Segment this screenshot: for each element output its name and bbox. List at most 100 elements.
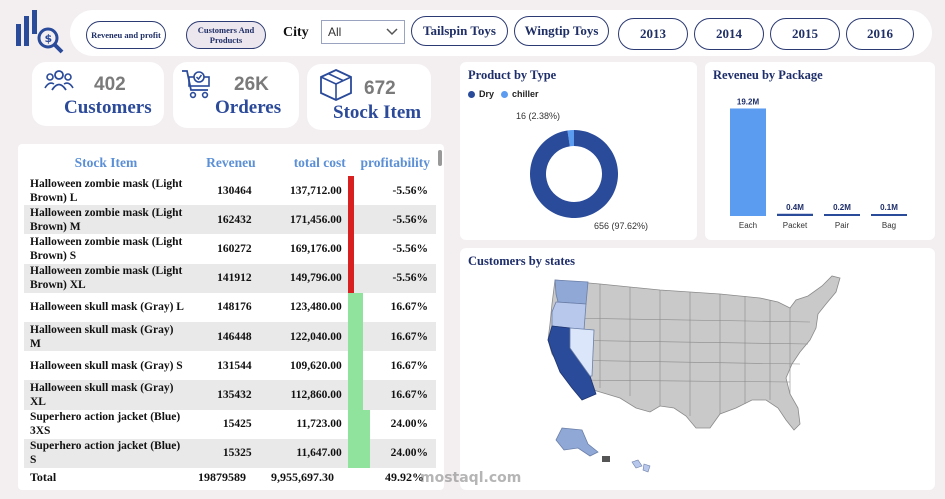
profit-bar-negative <box>347 263 354 293</box>
logo-chart-icon: $ <box>14 8 64 54</box>
table-row[interactable]: Halloween zombie mask (Light Brown) L 130… <box>24 176 436 206</box>
table-total-row: Total 19879589 9,955,697.30 49.92% <box>24 467 436 487</box>
cell-stock-item: Halloween zombie mask (Light Brown) XL <box>24 263 188 293</box>
tailspin-toys-button[interactable]: Tailspin Toys <box>411 16 508 46</box>
table-row[interactable]: Superhero action jacket (Blue) S 15325 11,… <box>24 438 436 468</box>
watermark: mostaql.com <box>420 470 522 486</box>
donut-slice-chiller[interactable] <box>567 130 574 147</box>
table-row[interactable]: Halloween skull mask (Gray) S 131544 109,6… <box>24 351 436 381</box>
product-by-type-title: Product by Type <box>468 68 557 82</box>
cell-profitability: 24.00% <box>345 438 436 468</box>
bar-category-label: Each <box>739 221 757 230</box>
donut-slice-dry[interactable] <box>530 130 618 218</box>
cell-total-cost: 109,620.00 <box>290 359 342 372</box>
cell-profitability: 16.67% <box>346 351 436 381</box>
wingtip-toys-button[interactable]: Wingtip Toys <box>514 16 609 46</box>
bar-category-label: Bag <box>882 221 896 230</box>
cell-stock-item: Halloween zombie mask (Light Brown) L <box>30 177 183 204</box>
city-label: City <box>283 25 309 40</box>
col-reveneu[interactable]: Reveneu <box>206 155 256 170</box>
profit-bar-negative <box>347 234 354 264</box>
kpi-customers-label: Customers <box>64 97 152 118</box>
product-by-type-card: Product by Type Dry chiller 16 (2.38%) 65… <box>460 62 697 240</box>
year-2014-button[interactable]: 2014 <box>694 18 764 50</box>
cell-stock-item: Halloween zombie mask (Light Brown) M <box>24 205 188 235</box>
cell-stock-item: Superhero action jacket (Blue) S <box>24 438 188 468</box>
profit-bar-negative <box>347 205 354 235</box>
cart-icon <box>181 68 213 105</box>
table-row[interactable]: Halloween zombie mask (Light Brown) XL 14… <box>24 263 436 293</box>
cell-profitability: -5.56% <box>345 205 436 235</box>
us-states-map[interactable] <box>460 248 935 490</box>
bar-data-label: 0.4M <box>786 203 804 212</box>
kpi-stock-value: 672 <box>364 78 396 99</box>
cell-profitability-value: 16.67% <box>390 388 428 401</box>
bar-packet[interactable] <box>777 213 813 216</box>
total-cost: 9,955,697.30 <box>271 469 334 484</box>
year-2013-label: 2013 <box>640 26 666 41</box>
cell-stock-item: Halloween zombie mask (Light Brown) S <box>30 235 183 262</box>
cell-total-cost: 149,796.00 <box>255 263 346 293</box>
chevron-down-icon <box>386 25 398 39</box>
legend-chiller-dot <box>501 90 509 98</box>
profit-bar-negative <box>347 176 354 206</box>
table-row[interactable]: Superhero action jacket (Blue) 3XS 15425 1… <box>24 409 436 439</box>
bar-each[interactable] <box>730 108 766 216</box>
bar-data-label: 19.2M <box>737 97 760 106</box>
table-header-row: Stock Item Reveneu total cost profitabil… <box>24 150 436 176</box>
year-2014-label: 2014 <box>716 26 742 41</box>
reveneu-profit-button[interactable]: Reveneu and profit <box>86 21 166 49</box>
profit-bar-positive <box>347 292 364 322</box>
cell-profitability: -5.56% <box>345 263 436 293</box>
donut-legend: Dry chiller <box>468 89 539 99</box>
year-2013-button[interactable]: 2013 <box>618 18 688 50</box>
cell-reveneu: 162432 <box>187 205 256 235</box>
total-reveneu: 19879589 <box>198 469 246 484</box>
map-small-island <box>602 456 610 462</box>
bar-bag[interactable] <box>871 214 907 216</box>
cell-profitability-value: -5.56% <box>392 213 428 226</box>
table-row[interactable]: Halloween skull mask (Gray) L 148176 123,4… <box>24 292 436 322</box>
customers-products-button[interactable]: Customers And Products <box>186 21 266 49</box>
bar-pair[interactable] <box>824 214 860 216</box>
cell-total-cost: 137,712.00 <box>290 184 342 197</box>
legend-dry-label: Dry <box>479 89 495 99</box>
reveneu-profit-label: Reveneu and profit <box>91 30 161 40</box>
cell-profitability-value: 16.67% <box>390 359 428 372</box>
table-row[interactable]: Halloween skull mask (Gray) M 146448 122,0… <box>24 321 436 352</box>
donut-chart[interactable]: 16 (2.38%) 656 (97.62%) <box>460 92 697 242</box>
cell-reveneu: 146448 <box>187 321 256 352</box>
table-row[interactable]: Halloween zombie mask (Light Brown) S 160… <box>24 234 436 264</box>
bar-chart[interactable]: 19.2M Each 0.4M Packet 0.2M Pair 0.1M Bag <box>705 80 935 240</box>
col-profitability[interactable]: profitability <box>360 155 430 170</box>
city-dropdown-value: All <box>328 25 342 39</box>
cell-profitability: -5.56% <box>346 176 436 206</box>
wingtip-toys-label: Wingtip Toys <box>524 23 599 38</box>
table-row[interactable]: Halloween skull mask (Gray) XL 135432 112,… <box>24 380 436 410</box>
year-2016-label: 2016 <box>867 26 893 41</box>
table-row[interactable]: Halloween zombie mask (Light Brown) M 162… <box>24 205 436 235</box>
cell-profitability-value: 24.00% <box>390 418 428 431</box>
bar-data-label: 0.1M <box>880 203 898 212</box>
cell-profitability-value: -5.56% <box>392 242 428 255</box>
year-2016-button[interactable]: 2016 <box>846 18 914 50</box>
cell-profitability-value: 16.67% <box>390 330 428 343</box>
profit-bar-positive <box>347 380 364 410</box>
box-icon <box>319 68 353 107</box>
donut-label-dry: 656 (97.62%) <box>594 221 648 231</box>
city-dropdown[interactable]: All <box>321 20 405 44</box>
stock-table: Stock Item Reveneu total cost profitabil… <box>24 150 436 468</box>
cell-stock-item: Halloween skull mask (Gray) L <box>30 301 184 314</box>
stock-table-card <box>18 144 444 490</box>
kpi-customers-card: 402 Customers <box>32 62 164 126</box>
customers-by-states-title: Customers by states <box>468 254 575 268</box>
cell-profitability-value: -5.56% <box>392 184 428 197</box>
kpi-stock-label: Stock Item <box>333 102 422 123</box>
col-total-cost[interactable]: total cost <box>293 155 346 170</box>
customers-products-label: Customers And Products <box>197 25 255 45</box>
year-2015-button[interactable]: 2015 <box>770 18 840 50</box>
col-stock-item[interactable]: Stock Item <box>74 155 138 170</box>
kpi-customers-value: 402 <box>94 74 126 95</box>
table-scrollbar[interactable] <box>438 150 442 166</box>
cell-profitability: 24.00% <box>346 409 436 439</box>
